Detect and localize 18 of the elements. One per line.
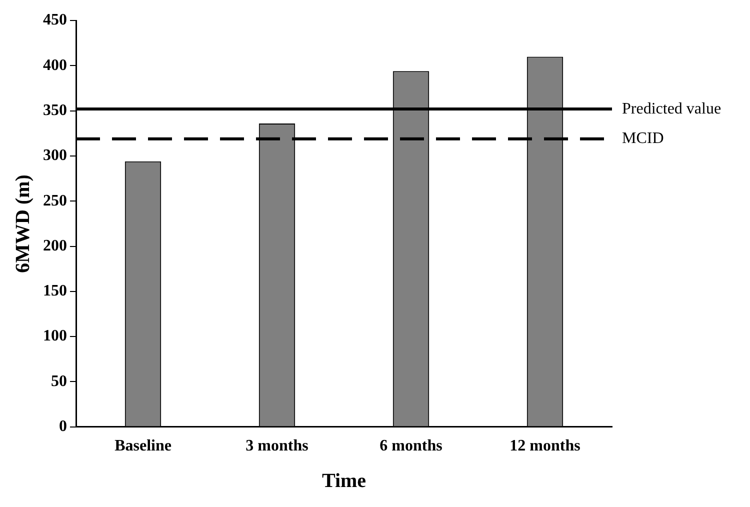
y-tick-label: 350 (43, 102, 67, 120)
x-tick-label: 12 months (510, 438, 580, 455)
y-tick-label: 400 (43, 56, 67, 74)
x-tick-label: Baseline (114, 438, 172, 455)
y-tick-label: 50 (51, 372, 67, 390)
x-axis-title: Time (322, 470, 366, 492)
ref-line-label: MCID (622, 130, 664, 148)
y-tick-label: 450 (43, 12, 67, 29)
y-tick-label: 250 (43, 192, 67, 210)
y-tick-label: 200 (43, 237, 67, 254)
x-tick-label: 6 months (380, 438, 442, 455)
y-tick-label: 150 (43, 282, 67, 300)
y-tick-label: 300 (43, 147, 67, 164)
y-tick-label: 100 (43, 328, 67, 345)
y-tick-label: 0 (59, 418, 67, 435)
y-axis-title: 6MWD (m) (12, 174, 34, 273)
ref-line-label: Predicted value (622, 100, 722, 118)
x-tick-label: 3 months (246, 438, 308, 455)
